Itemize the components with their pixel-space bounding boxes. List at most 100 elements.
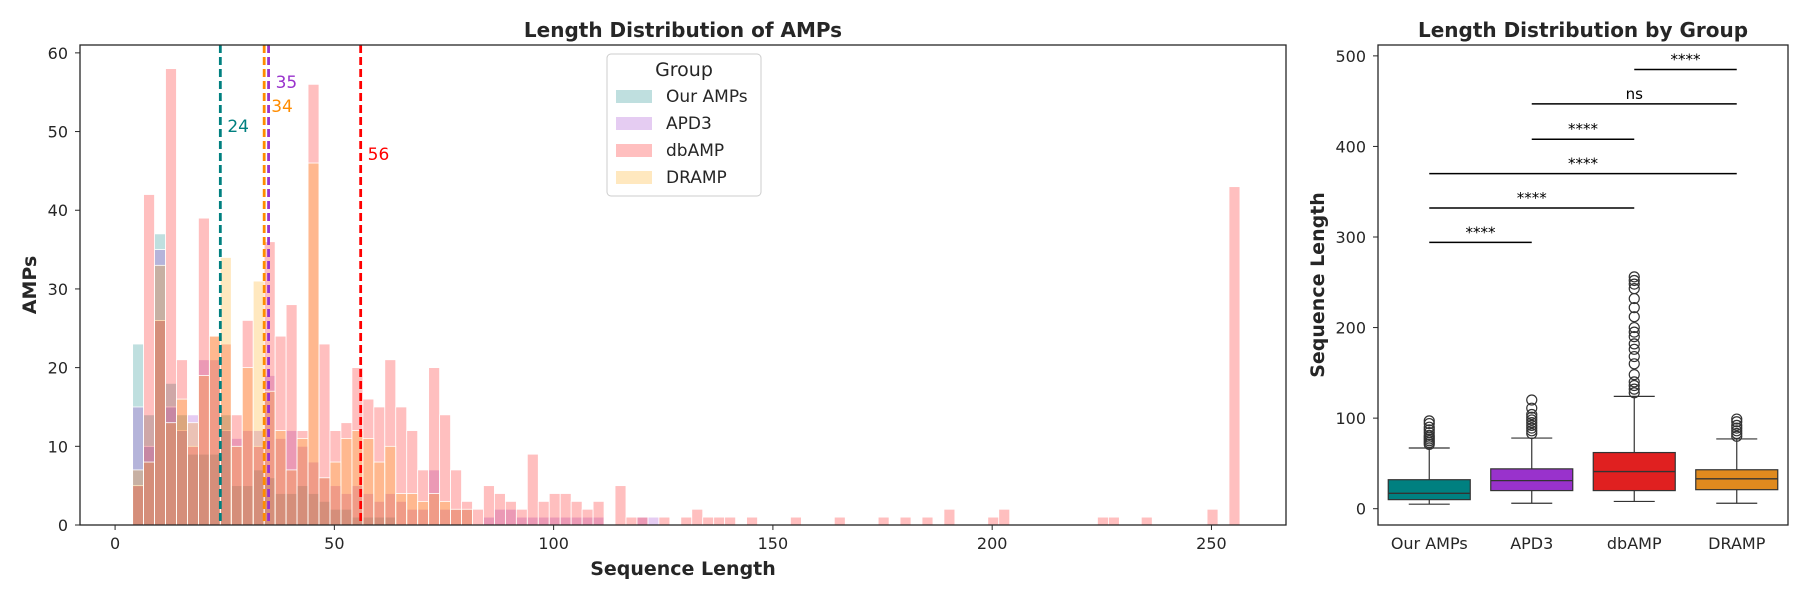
x-tick-label: 250 (1196, 534, 1227, 553)
histogram-bar (921, 516, 934, 526)
histogram-bar (537, 500, 550, 526)
x-tick-label: APD3 (1510, 534, 1553, 553)
legend-label: DRAMP (666, 168, 727, 188)
outlier-point (1526, 422, 1538, 434)
outlier-point (1731, 416, 1743, 428)
histogram-bar (373, 461, 386, 526)
outlier-point (1628, 383, 1640, 395)
histogram-bar (483, 485, 495, 526)
outlier-point (1628, 274, 1640, 287)
outlier-point (1628, 369, 1640, 381)
outlier-point (1731, 413, 1743, 425)
outlier-point (1628, 331, 1640, 343)
outlier-point (1628, 343, 1640, 355)
boxplot-y-axis-label: Sequence Length (1307, 192, 1329, 378)
histogram-bar (230, 445, 243, 526)
histogram-bar (428, 493, 441, 526)
histogram-bar (504, 500, 517, 526)
histogram-bar (746, 516, 758, 526)
histogram-bar (658, 516, 671, 526)
legend-label: dbAMP (666, 141, 724, 161)
histogram-bar (154, 264, 166, 526)
significance-brackets: **** **** **** **** ns **** (1429, 50, 1737, 244)
histogram-bar (877, 516, 890, 526)
outlier-point (1423, 417, 1435, 430)
outlier-point (1628, 350, 1640, 363)
y-tick-label: 20 (48, 359, 68, 378)
outlier-point (1628, 338, 1640, 350)
histogram-bar (647, 516, 660, 526)
histogram-bar (274, 430, 287, 526)
histogram-bar (187, 422, 199, 526)
outlier-point (1423, 429, 1435, 441)
box-apd3 (1490, 394, 1574, 504)
outlier-point (1731, 427, 1743, 440)
outlier-point (1731, 419, 1743, 431)
legend-title: Group (655, 59, 713, 81)
outlier-point (1423, 415, 1435, 427)
series-dbamp (132, 68, 1241, 526)
y-tick-label: 30 (48, 280, 68, 299)
outlier-point (1628, 302, 1640, 314)
histogram-bar (395, 493, 408, 526)
histogram-bar (548, 493, 561, 526)
box-iqr (1695, 469, 1779, 491)
series-apd3 (132, 249, 660, 526)
outlier-point (1526, 417, 1538, 429)
x-tick-label: 50 (324, 534, 344, 553)
y-tick-label: 40 (48, 201, 68, 220)
histogram-bar (219, 257, 232, 526)
histogram-bar (614, 485, 627, 526)
y-tick-label: 400 (1335, 137, 1366, 156)
histogram-bar (987, 516, 1000, 526)
significance-label: **** (1466, 223, 1497, 241)
legend-label: APD3 (666, 114, 712, 134)
histogram-bar (702, 516, 715, 526)
histogram-bar (176, 398, 188, 526)
boxplot-title: Length Distribution by Group (1418, 18, 1748, 42)
significance-label: **** (1568, 155, 1599, 173)
histogram-y-ticks: 0 10 20 30 40 50 60 (48, 44, 80, 535)
histogram-bar (318, 477, 331, 526)
median-label: 24 (227, 117, 249, 137)
histogram-bar (625, 516, 638, 526)
histogram-bar (494, 493, 506, 526)
histogram-bar (252, 280, 265, 526)
outlier-point (1526, 414, 1538, 426)
histogram-bar (680, 516, 693, 526)
histogram-bar (1140, 516, 1153, 526)
significance-label: ns (1626, 85, 1644, 103)
box-iqr (1490, 468, 1574, 492)
outlier-point (1731, 425, 1743, 437)
histogram-bar (406, 493, 419, 526)
y-tick-label: 60 (48, 44, 68, 63)
box-dramp (1695, 413, 1779, 504)
outlier-point (1731, 430, 1743, 442)
legend-swatch (616, 90, 652, 103)
outlier-point (1526, 427, 1538, 440)
boxes (1387, 271, 1779, 505)
outlier-point (1526, 402, 1538, 414)
outlier-point (1628, 387, 1640, 399)
histogram-bar (592, 500, 605, 526)
histogram-bar (570, 500, 583, 526)
x-tick-label: 150 (758, 534, 789, 553)
outlier-point (1526, 419, 1538, 431)
median-label: 35 (276, 73, 298, 93)
histogram-bar (362, 438, 375, 526)
histogram-bar (132, 469, 144, 526)
y-tick-label: 100 (1335, 409, 1366, 428)
histogram-x-ticks: 0 50 100 150 200 250 (110, 525, 1227, 553)
outlier-point (1526, 394, 1538, 406)
boxplot-panel: Length Distribution by Group ***********… (1307, 18, 1789, 553)
legend-frame (606, 53, 762, 197)
boxplot-y-ticks: 0 100 200 300 400 500 (1335, 47, 1378, 519)
histogram-panel: Length Distribution of AMPs 24 35 34 56 0 50… (19, 18, 1287, 580)
outlier-point (1628, 271, 1640, 283)
histogram-bar (461, 508, 473, 526)
box-iqr (1387, 479, 1471, 501)
outlier-point (1526, 411, 1538, 423)
median-label: 34 (271, 97, 293, 117)
legend-swatch (616, 171, 652, 184)
y-tick-label: 10 (48, 437, 68, 456)
